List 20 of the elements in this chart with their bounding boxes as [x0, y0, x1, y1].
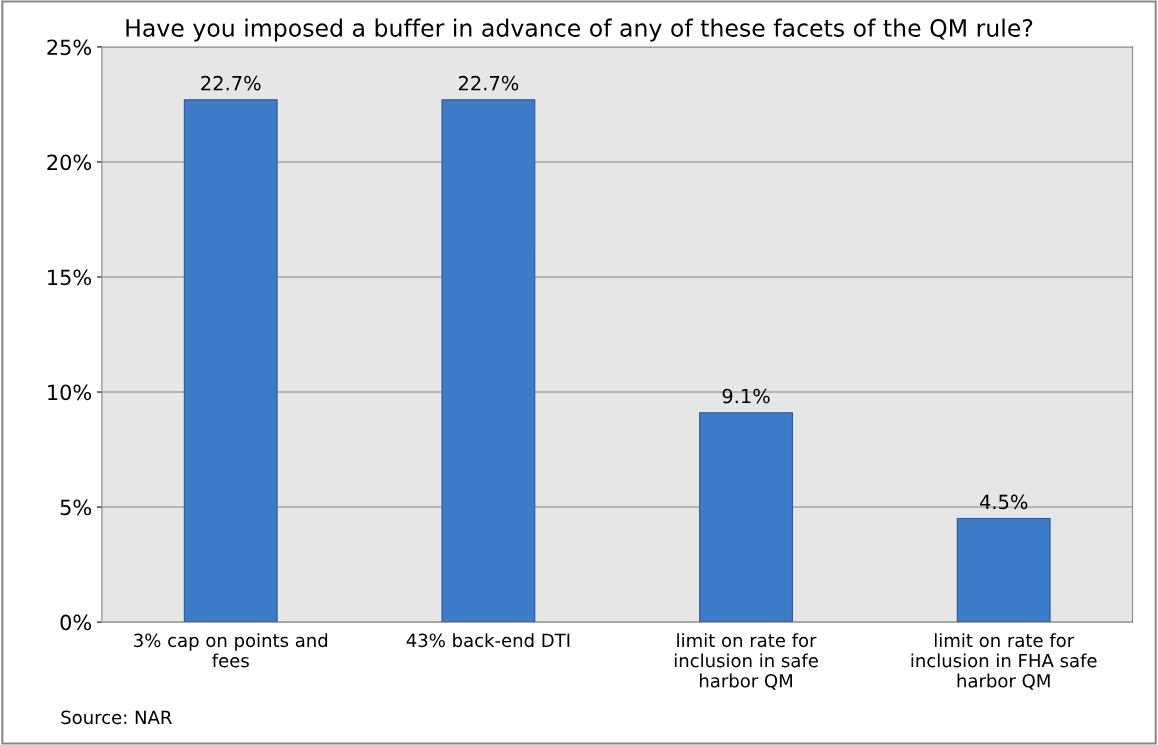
x-tick-label: limit on rate for inclusion in safe harbor QM — [674, 633, 818, 690]
y-tick-label: 20% — [47, 154, 92, 171]
y-tick-label: 25% — [47, 39, 92, 56]
x-tick-label: limit on rate for inclusion in FHA safe harbor QM — [911, 633, 1097, 690]
y-tick-label: 0% — [60, 614, 92, 631]
y-tick-label: 10% — [48, 384, 92, 401]
chart-title: Have you imposed a buffer in advance of any of these facets of the QM rule? — [126, 18, 1033, 42]
data-label: 9.1% — [722, 388, 770, 404]
data-label: 4.5% — [979, 494, 1028, 510]
data-label: 22.7% — [458, 75, 519, 91]
bar — [441, 99, 536, 623]
x-tick-label: 43% back-end DTI — [406, 633, 570, 648]
y-tick-label: 15% — [48, 269, 92, 286]
data-label: 22.7% — [201, 75, 261, 91]
y-tick-label: 5% — [60, 499, 92, 516]
x-tick-label: 3% cap on points and fees — [134, 633, 328, 668]
bar — [183, 99, 278, 623]
bar — [699, 412, 793, 623]
source-note: Source: NAR — [61, 710, 172, 725]
bar — [956, 517, 1051, 623]
